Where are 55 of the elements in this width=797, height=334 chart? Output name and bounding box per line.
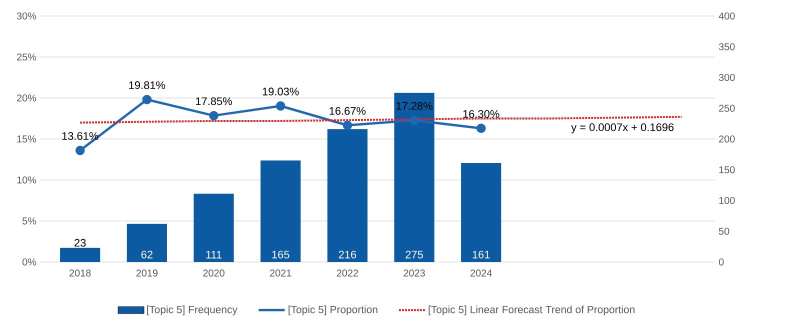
bar: [327, 129, 368, 262]
data-label: 161: [472, 250, 490, 258]
data-label: 16.67%: [330, 107, 366, 115]
legend-label: [Topic 5] Linear Forecast Trend of Proportion: [428, 306, 634, 316]
bar: [461, 162, 502, 262]
data-label: 111: [206, 250, 222, 258]
data-label: 17.85%: [196, 97, 232, 106]
point: [276, 101, 286, 111]
y-tick-label: 25%: [17, 53, 36, 61]
bar: [60, 248, 100, 262]
y2-tick-label: 400: [718, 12, 735, 20]
data-label: 17.28%: [396, 102, 432, 110]
y-tick-label: 0%: [22, 258, 36, 266]
x-tick-label: 2022: [336, 270, 358, 277]
y2-tick-label: 350: [718, 43, 735, 50]
bar: [126, 224, 167, 262]
point: [75, 146, 85, 156]
bar: [394, 92, 434, 262]
y2-tick-label: 0: [718, 258, 724, 266]
data-label: 23: [74, 238, 86, 247]
legend-label: [Topic 5] Proportion: [288, 306, 378, 316]
y-tick-label: 20%: [17, 94, 36, 102]
point: [342, 120, 352, 130]
data-label: 16.30%: [463, 110, 500, 118]
y2-tick-label: 200: [719, 135, 735, 143]
data-label: 165: [272, 250, 290, 258]
x-tick-label: 2019: [136, 270, 158, 277]
point: [410, 116, 419, 125]
y2-tick-label: 50: [718, 228, 730, 235]
annotation: y = 0.0007x + 0.1696: [571, 123, 674, 134]
point: [476, 124, 486, 134]
bar: [260, 160, 301, 262]
data-label: 13.61%: [62, 132, 98, 140]
legend-label: [Topic 5] Frequency: [146, 306, 238, 316]
point: [142, 94, 152, 104]
bar: [194, 194, 234, 262]
x-tick-label: 2024: [470, 270, 492, 277]
y2-tick-label: 300: [718, 74, 735, 82]
data-label: 275: [406, 250, 423, 258]
x-tick-label: 2021: [270, 270, 292, 277]
data-label: 19.81%: [129, 81, 166, 90]
y-tick-label: 10%: [17, 176, 36, 184]
data-label: 216: [338, 250, 356, 258]
point: [209, 110, 218, 120]
x-tick-label: 2020: [203, 270, 224, 277]
y-tick-label: 30%: [16, 12, 36, 20]
x-tick-label: 2023: [404, 270, 425, 277]
y-tick-label: 15%: [17, 135, 36, 142]
y-tick-label: 5%: [22, 217, 36, 224]
data-label: 19.03%: [262, 88, 299, 96]
y2-tick-label: 250: [719, 104, 735, 112]
y2-tick-label: 150: [719, 166, 735, 174]
x-tick-label: 2018: [70, 270, 91, 277]
y2-tick-label: 100: [719, 196, 735, 204]
data-label: 62: [141, 250, 152, 258]
